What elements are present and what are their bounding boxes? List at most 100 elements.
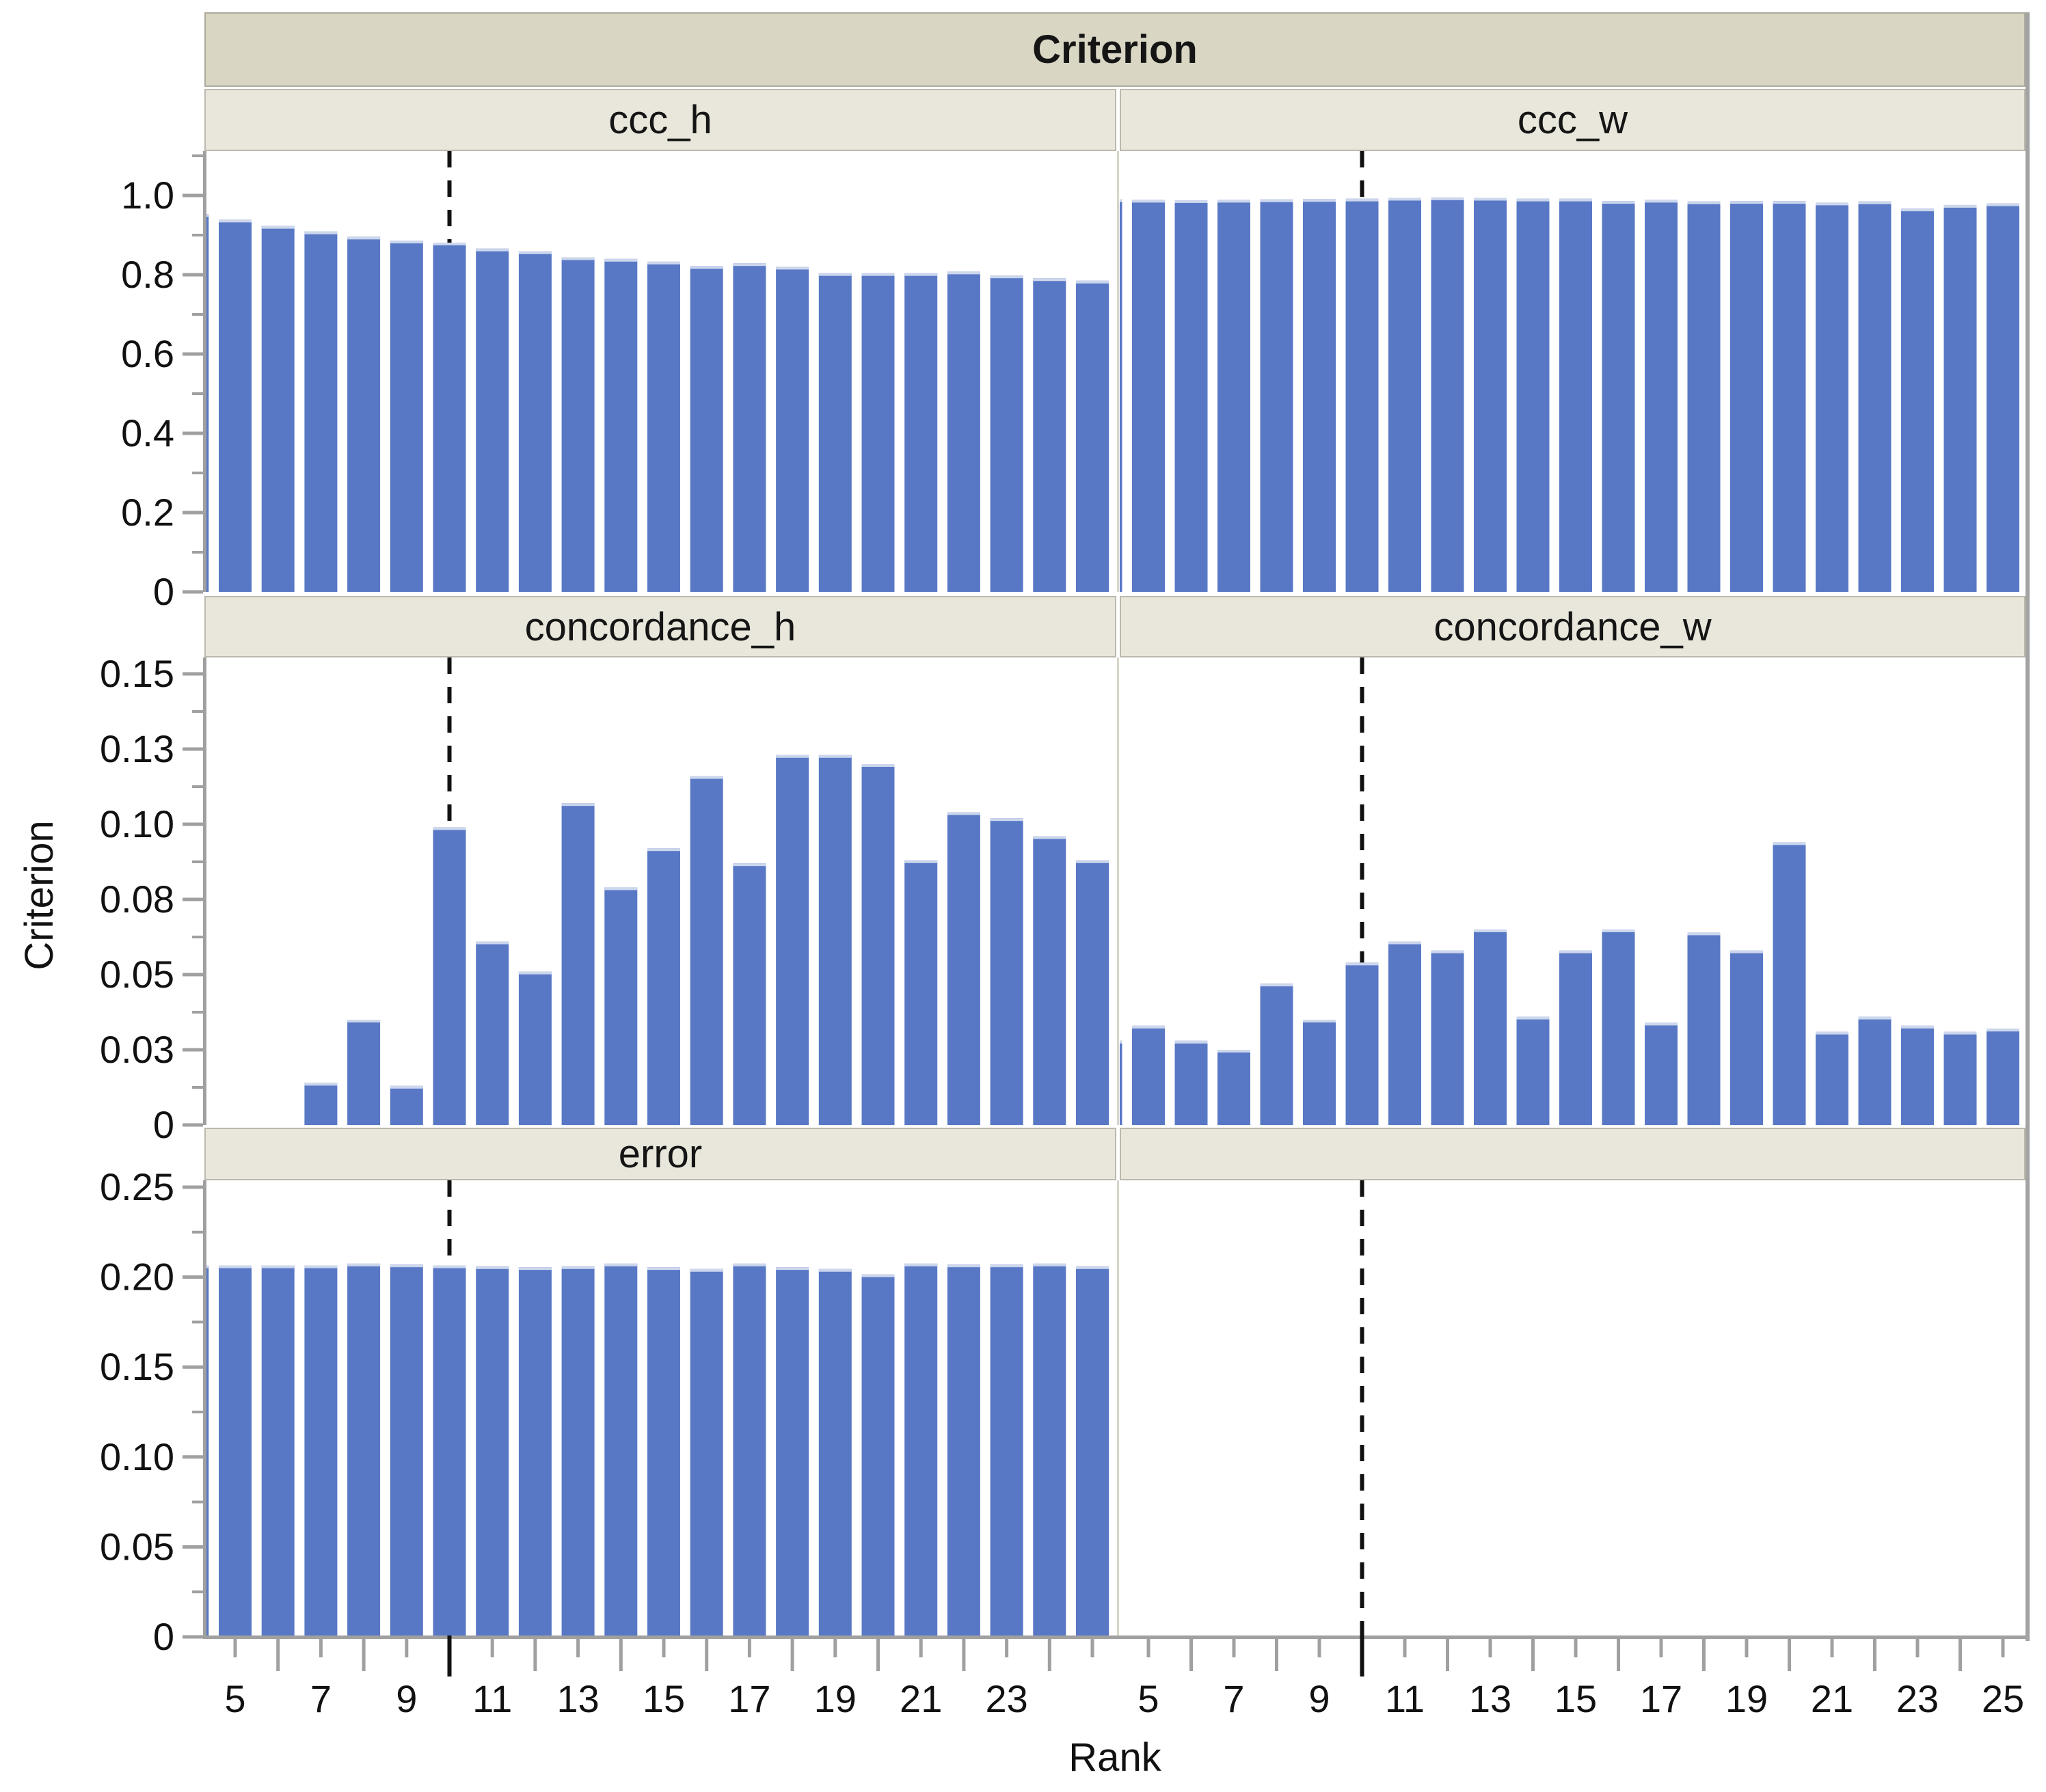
bar-rank-19 (1730, 201, 1763, 592)
bar-rank-23 (990, 1264, 1023, 1637)
y-tick-label: 0.4 (121, 411, 174, 454)
bar-cap (776, 267, 809, 270)
y-axis-line (203, 1180, 206, 1637)
bar-rank-14 (1516, 1016, 1550, 1125)
bar-rank-24 (1033, 278, 1066, 592)
x-tick-label: 5 (1138, 1677, 1159, 1720)
panel-label-ccc-w: ccc_w (1120, 89, 2025, 151)
bar-cap (304, 1083, 338, 1086)
bar-rank-17 (1645, 200, 1678, 592)
bar-cap (1901, 1025, 1934, 1029)
bar-rank-11 (476, 941, 509, 1125)
bar-cap (1345, 198, 1379, 202)
x-tick-label: 7 (1223, 1677, 1244, 1720)
bar-cap (1730, 950, 1763, 953)
bar-rank-24 (1943, 204, 1977, 592)
bar-cap (1033, 278, 1066, 282)
bar-rank-25 (1987, 203, 2019, 593)
bar-rank-15 (647, 261, 680, 592)
bar-rank-23 (1901, 208, 1934, 592)
bar-rank-20 (861, 273, 895, 592)
bar-rank-25 (1076, 280, 1109, 592)
bar-cap (604, 887, 638, 891)
bar-rank-9 (390, 1264, 423, 1637)
bar-cap (1602, 201, 1635, 204)
x-tick-label: 13 (1469, 1677, 1511, 1720)
x-tick-label: 11 (1385, 1677, 1425, 1720)
bar-rank-21 (1816, 1031, 1848, 1125)
bar-cap (990, 275, 1023, 279)
bar-rank-25 (1076, 860, 1109, 1125)
bar-rank-13 (561, 1266, 595, 1637)
bar-rank-6 (261, 1265, 295, 1637)
bar-rank-10 (433, 827, 466, 1125)
y-tick-label: 0.13 (100, 727, 174, 770)
bar-rank-19 (818, 273, 852, 592)
bar-cap (1816, 202, 1848, 206)
bar-rank-5 (1132, 1025, 1165, 1125)
bar-rank-15 (647, 1267, 680, 1637)
bar-cap (1602, 929, 1635, 932)
bar-cap (1858, 1016, 1892, 1020)
bar-cap (861, 764, 895, 767)
bar-cap (861, 273, 895, 276)
bar-cap (1260, 199, 1293, 202)
bar-rank-21 (904, 1263, 938, 1637)
bar-rank-12 (518, 971, 552, 1125)
bar-rank-18 (776, 267, 809, 592)
bar-cap (1474, 198, 1507, 201)
bar-cap (604, 258, 638, 262)
bar-rank-16 (690, 1268, 723, 1637)
bar-rank-20 (1773, 201, 1806, 592)
bar-cap (1217, 200, 1250, 203)
bar-cap (647, 848, 680, 852)
panel-divider (1117, 151, 1119, 592)
bar-cap (219, 1265, 252, 1268)
bar-cap (947, 1264, 980, 1268)
y-tick-label: 0.08 (100, 878, 174, 921)
bar-rank-19 (1730, 950, 1763, 1125)
bar-cap (261, 226, 295, 229)
x-tick-label: 23 (1896, 1677, 1939, 1720)
bar-cap (818, 755, 852, 758)
bar-rank-5 (1132, 200, 1165, 592)
bar-cap (261, 1265, 295, 1268)
y-tick-label: 0 (153, 1103, 174, 1146)
figure-right-border (2025, 12, 2030, 1641)
bar-rank-11 (476, 1266, 509, 1637)
bar-cap (1987, 203, 2019, 206)
bar-rank-11 (1388, 198, 1421, 593)
x-tick-label: 25 (1982, 1677, 2024, 1720)
bar-cap (1858, 201, 1892, 204)
bar-cap (904, 860, 938, 863)
x-tick-label: 17 (728, 1677, 770, 1720)
y-axis-line (203, 151, 206, 592)
panel-label-text: concordance_h (524, 604, 796, 649)
figure-title: Criterion (1032, 27, 1198, 72)
bar-rank-5 (219, 219, 252, 592)
bar-cap (904, 1263, 938, 1266)
bar-cap (204, 1265, 209, 1268)
bar-cap (604, 1263, 638, 1266)
bar-rank-24 (1033, 1263, 1066, 1637)
y-tick-label: 0.15 (100, 652, 174, 695)
x-tick-label: 5 (224, 1677, 245, 1720)
bar-rank-11 (1388, 941, 1421, 1125)
bar-cap (476, 941, 509, 945)
x-tick-label: 21 (900, 1677, 942, 1720)
bar-cap (947, 812, 980, 815)
bar-cap (861, 1274, 895, 1277)
bar-rank-22 (947, 1264, 980, 1637)
bar-cap (347, 236, 381, 240)
bar-cap (1773, 201, 1806, 204)
bar-cap (1474, 929, 1507, 932)
bar-rank-22 (1858, 201, 1892, 592)
bar-rank-13 (1474, 929, 1507, 1125)
x-tick-label: 7 (310, 1677, 332, 1720)
bar-cap (1516, 1016, 1550, 1020)
bar-cap (1303, 1020, 1336, 1022)
bar-rank-25 (1076, 1266, 1109, 1637)
x-tick-label: 23 (985, 1677, 1027, 1720)
bar-rank-10 (433, 1265, 466, 1637)
